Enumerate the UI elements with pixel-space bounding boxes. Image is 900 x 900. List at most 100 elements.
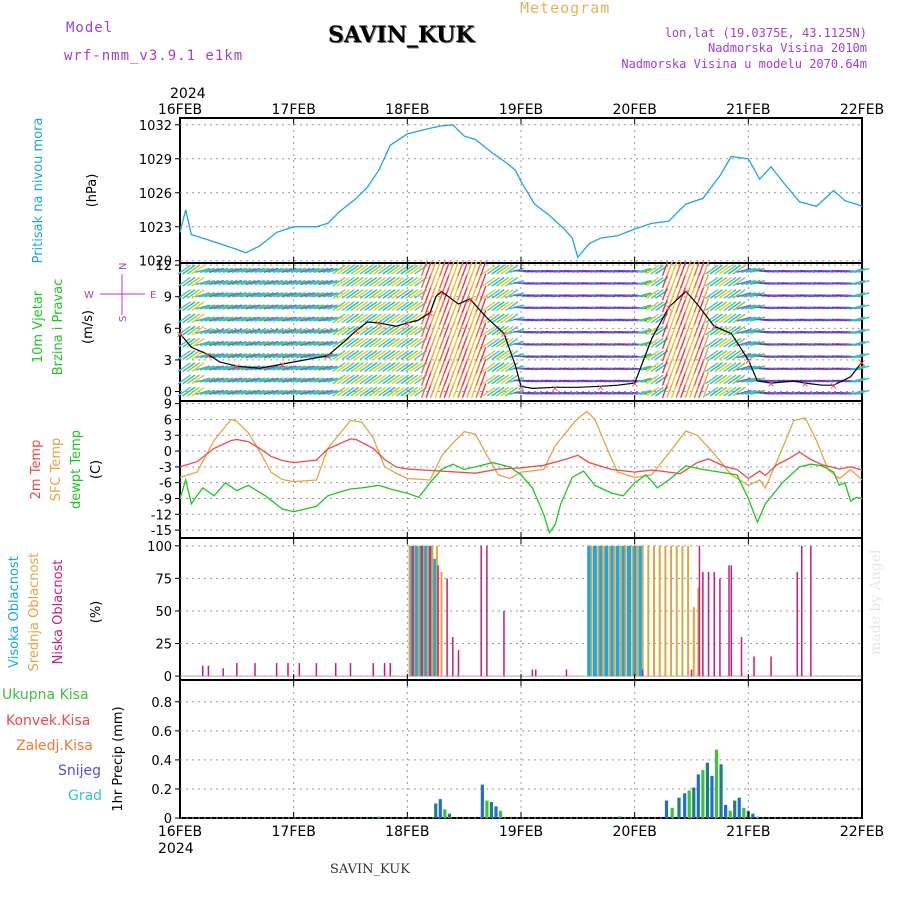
model-label: Model — [66, 20, 114, 36]
wind-vector — [364, 289, 378, 299]
wind-vector — [448, 383, 455, 398]
wind-vector — [304, 328, 320, 334]
wind-vector — [452, 346, 460, 362]
wind-vector — [368, 362, 382, 373]
wind-vector — [650, 386, 664, 397]
wind-speed-marker: × — [500, 330, 508, 341]
wind-speed-marker: × — [278, 360, 286, 371]
sfc-temp-line — [179, 410, 863, 490]
model-name: wrf-nmm_v3.9.1 e1km — [64, 48, 244, 64]
wind-vector — [409, 325, 423, 336]
wind-vector — [741, 389, 756, 395]
wind-vector — [723, 276, 737, 287]
wind-vector — [209, 267, 224, 273]
wind-vector — [429, 273, 437, 289]
y-tick-label: 1026 — [139, 187, 172, 202]
wind-vector — [689, 310, 696, 325]
wind-vector — [684, 371, 692, 386]
cloud-bar — [638, 545, 643, 677]
cloud-bar — [613, 545, 616, 677]
wind-vector — [723, 350, 737, 360]
wind-vector — [277, 365, 293, 371]
wind-vector — [470, 261, 478, 276]
wind-vector — [461, 261, 469, 276]
wind-vector — [364, 374, 378, 385]
wind-vector — [666, 371, 673, 386]
wind-vector — [479, 285, 487, 301]
wind-vector — [386, 313, 401, 324]
wind-vector — [391, 289, 405, 299]
wind-speed-marker: × — [551, 383, 559, 394]
wind-vector — [199, 353, 215, 359]
wind-vector — [309, 267, 324, 273]
wind-vector — [300, 279, 315, 286]
wind-speed-marker: × — [375, 319, 383, 330]
wind-vector — [670, 285, 678, 301]
wind-vector — [429, 334, 437, 350]
wind-vector — [425, 346, 432, 362]
wind-vector — [364, 313, 378, 324]
wind-vector — [245, 353, 261, 359]
wind-vector — [177, 276, 191, 287]
wind-vector — [429, 322, 437, 337]
wind-vector — [204, 389, 220, 395]
wind-vector — [661, 310, 669, 325]
wind-vector — [689, 334, 696, 350]
wind-vector — [482, 337, 496, 348]
wind-vector — [714, 337, 728, 348]
wind-vector — [396, 301, 410, 312]
wind-vector — [218, 328, 234, 334]
wind-vector — [222, 353, 238, 359]
wind-vector — [222, 304, 238, 310]
wind-vector — [204, 365, 220, 371]
wind-vector — [723, 362, 737, 373]
cloud-bar — [670, 545, 673, 677]
wind-vector — [448, 310, 455, 325]
wind-vector — [250, 304, 265, 310]
wind-vector — [313, 328, 329, 334]
cloud-bar — [698, 545, 701, 677]
wind-vector — [355, 264, 369, 275]
wind-vector — [218, 377, 234, 383]
cloud-bar — [422, 545, 425, 677]
wind-vector — [405, 386, 419, 397]
wind-vector — [286, 353, 302, 359]
wind-vector — [443, 346, 451, 362]
wind-vector — [850, 340, 866, 347]
wind-vector — [268, 340, 284, 347]
wind-vector — [693, 310, 701, 325]
wind-vector — [496, 374, 510, 385]
x-tick-label-top: 21FEB — [726, 102, 770, 118]
wind-vector — [322, 316, 338, 322]
wind-vector — [322, 304, 338, 310]
wind-vector — [727, 313, 742, 324]
wind-vector — [300, 353, 315, 359]
wind-vector — [199, 304, 215, 310]
wind-vector — [702, 297, 710, 313]
wind-vector — [409, 374, 423, 385]
wind-vector — [409, 386, 423, 397]
wind-vector — [479, 273, 487, 289]
wind-vector — [409, 264, 423, 275]
cloud-bar — [432, 558, 437, 677]
wind-vector — [218, 267, 234, 273]
wind-vector — [204, 292, 220, 298]
wind-vector — [263, 328, 279, 334]
temp-label-2m: 2m Temp — [29, 440, 44, 500]
wind-vector — [391, 386, 405, 397]
wind-vector — [482, 289, 496, 299]
wind-vector — [231, 292, 247, 298]
wind-vector — [346, 313, 360, 324]
wind-vector — [272, 365, 288, 371]
wind-vector — [434, 346, 441, 362]
wind-vector — [346, 337, 360, 348]
wind-vector — [680, 334, 687, 350]
wind-vector — [177, 313, 191, 324]
wind-vector — [666, 346, 673, 362]
wind-vector — [650, 301, 664, 312]
wind-vector — [236, 328, 252, 334]
wind-vector — [646, 313, 660, 324]
wind-vector — [359, 301, 373, 312]
wind-speed-marker: × — [204, 351, 212, 362]
wind-vector — [336, 313, 350, 324]
